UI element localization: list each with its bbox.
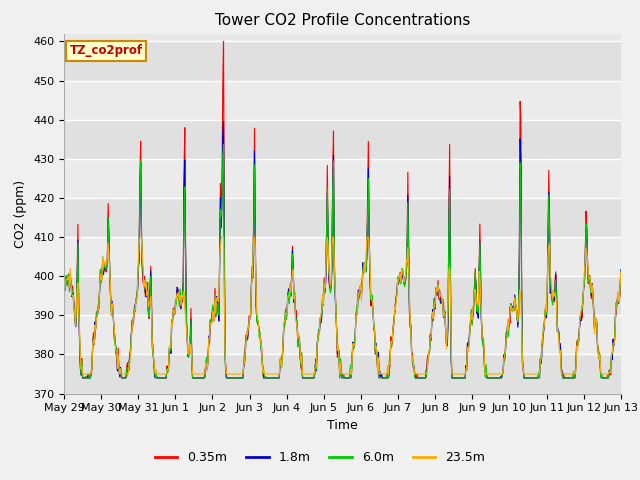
6.0m (220, 141, 227, 147)
0.35m (412, 375, 419, 381)
1.8m (220, 119, 227, 124)
Bar (64, 41, 621, 81)
1.8m (214, 309, 222, 315)
1.8m (128, 318, 136, 324)
1.8m (60, 272, 68, 277)
Legend: 0.35m, 1.8m, 6.0m, 23.5m: 0.35m, 1.8m, 6.0m, 23.5m (150, 446, 490, 469)
23.5m (136, 234, 144, 240)
23.5m (412, 371, 419, 377)
6.0m (428, 313, 436, 319)
0.35m (428, 315, 436, 321)
0.35m (214, 305, 222, 311)
6.0m (60, 278, 68, 284)
0.35m (220, 38, 227, 44)
6.0m (70, 306, 78, 312)
0.35m (617, 272, 625, 277)
6.0m (214, 304, 222, 310)
Line: 23.5m: 23.5m (64, 237, 621, 374)
6.0m (617, 268, 625, 274)
Bar (64, 120, 621, 159)
Bar (64, 315, 621, 354)
Bar (64, 159, 621, 198)
0.35m (185, 349, 193, 355)
6.0m (79, 375, 87, 381)
1.8m (428, 320, 436, 326)
1.8m (617, 267, 625, 273)
23.5m (60, 277, 68, 283)
Text: TZ_co2prof: TZ_co2prof (70, 44, 143, 58)
1.8m (79, 375, 86, 381)
Line: 1.8m: 1.8m (64, 121, 621, 378)
23.5m (186, 338, 193, 344)
23.5m (70, 306, 78, 312)
0.35m (70, 302, 78, 308)
23.5m (428, 317, 436, 323)
X-axis label: Time: Time (327, 419, 358, 432)
6.0m (185, 355, 193, 360)
23.5m (215, 295, 223, 301)
Bar (64, 198, 621, 237)
6.0m (128, 323, 136, 329)
Title: Tower CO2 Profile Concentrations: Tower CO2 Profile Concentrations (214, 13, 470, 28)
Bar (64, 237, 621, 276)
1.8m (70, 303, 78, 309)
Bar (64, 354, 621, 394)
0.35m (60, 274, 68, 280)
23.5m (128, 325, 136, 331)
Y-axis label: CO2 (ppm): CO2 (ppm) (15, 180, 28, 248)
23.5m (617, 269, 625, 275)
Bar (64, 81, 621, 120)
0.35m (79, 375, 86, 381)
23.5m (79, 371, 86, 377)
Line: 0.35m: 0.35m (64, 41, 621, 378)
6.0m (412, 375, 419, 381)
Bar (64, 276, 621, 315)
Line: 6.0m: 6.0m (64, 144, 621, 378)
1.8m (185, 352, 193, 358)
0.35m (128, 327, 136, 333)
1.8m (412, 375, 419, 381)
